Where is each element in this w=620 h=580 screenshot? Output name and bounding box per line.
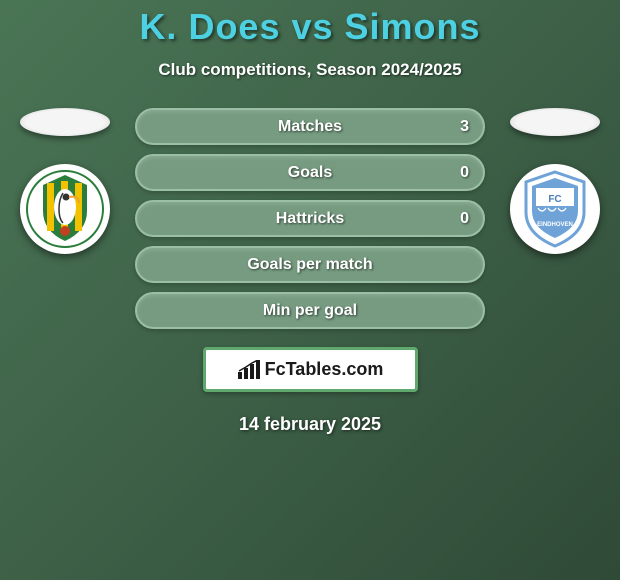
main-row: Matches 3 Goals 0 Hattricks 0 Goals per … <box>0 108 620 329</box>
stat-row-hattricks: Hattricks 0 <box>135 200 485 237</box>
svg-text:EINDHOVEN: EINDHOVEN <box>537 222 573 228</box>
stat-right-value: 0 <box>460 210 469 228</box>
team-badge-right: FC EINDHOVEN <box>510 164 600 254</box>
stats-column: Matches 3 Goals 0 Hattricks 0 Goals per … <box>135 108 485 329</box>
date-text: 14 february 2025 <box>0 414 620 435</box>
stat-row-min-per-goal: Min per goal <box>135 292 485 329</box>
stat-row-matches: Matches 3 <box>135 108 485 145</box>
team-badge-left <box>20 164 110 254</box>
ado-den-haag-badge-icon <box>25 169 105 249</box>
stat-label: Goals <box>288 164 332 182</box>
player-ellipse-right <box>510 108 600 136</box>
svg-text:FC: FC <box>548 194 561 205</box>
stat-label: Matches <box>278 118 342 136</box>
stat-row-goals: Goals 0 <box>135 154 485 191</box>
bar-chart-icon <box>237 360 261 380</box>
stat-right-value: 0 <box>460 164 469 182</box>
stat-label: Goals per match <box>247 256 372 274</box>
left-column <box>15 108 115 254</box>
fc-eindhoven-badge-icon: FC EINDHOVEN <box>512 166 598 252</box>
right-column: FC EINDHOVEN <box>505 108 605 254</box>
stat-label: Min per goal <box>263 302 357 320</box>
infographic-container: K. Does vs Simons Club competitions, Sea… <box>0 0 620 435</box>
brand-box[interactable]: FcTables.com <box>203 347 418 392</box>
player-ellipse-left <box>20 108 110 136</box>
stat-label: Hattricks <box>276 210 344 228</box>
stat-right-value: 3 <box>460 118 469 136</box>
stat-row-goals-per-match: Goals per match <box>135 246 485 283</box>
subtitle: Club competitions, Season 2024/2025 <box>0 60 620 80</box>
brand-text: FcTables.com <box>265 359 384 380</box>
page-title: K. Does vs Simons <box>0 6 620 48</box>
